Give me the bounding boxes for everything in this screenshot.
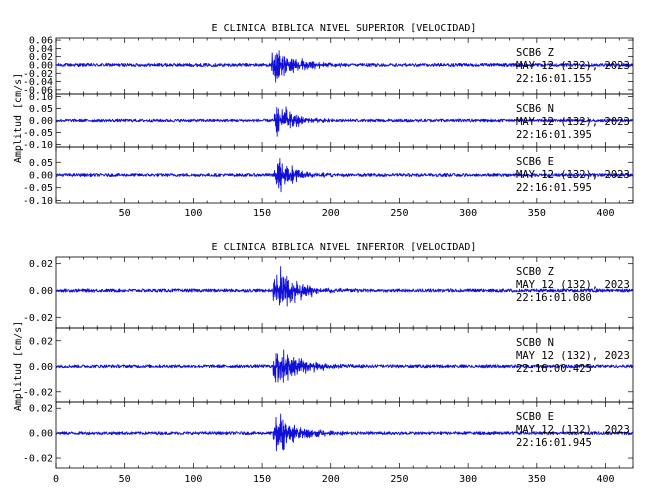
y-tick-label: -0.02 bbox=[23, 69, 53, 80]
station-component-label: SCB6 N bbox=[516, 103, 554, 115]
record-date-label: MAY 12 (132), 2023 bbox=[516, 60, 630, 72]
y-tick-label: 0.00 bbox=[29, 429, 53, 440]
record-date-label: MAY 12 (132), 2023 bbox=[516, 350, 630, 362]
waveform-line bbox=[55, 50, 634, 83]
x-tick-label: 250 bbox=[390, 474, 408, 485]
x-tick-label: 300 bbox=[459, 474, 477, 485]
record-time-label: 22:16:01.395 bbox=[516, 129, 592, 141]
y-tick-label: 0.02 bbox=[29, 404, 53, 415]
station-component-label: SCB0 Z bbox=[516, 266, 554, 278]
waveform-line bbox=[55, 413, 634, 452]
trace-SCB6-Z: 0.060.040.020.00-0.02-0.04-0.06 SCB6 ZMAY… bbox=[23, 36, 634, 96]
waveform-line bbox=[55, 157, 634, 193]
x-tick-label: 100 bbox=[184, 474, 202, 485]
y-tick-label: 0.05 bbox=[29, 104, 53, 115]
record-date-label: MAY 12 (132), 2023 bbox=[516, 169, 630, 181]
y-tick-label: -0.02 bbox=[23, 313, 53, 324]
y-tick-label: -0.10 bbox=[23, 140, 53, 151]
x-tick-label: 100 bbox=[184, 208, 202, 219]
y-tick-label: 0.04 bbox=[29, 44, 53, 55]
x-tick-label: 300 bbox=[459, 208, 477, 219]
y-tick-label: 0.02 bbox=[29, 52, 53, 63]
y-tick-label: -0.04 bbox=[23, 77, 53, 88]
y-tick-label: 0.00 bbox=[29, 286, 53, 297]
record-date-label: MAY 12 (132), 2023 bbox=[516, 279, 630, 291]
y-tick-label: -0.02 bbox=[23, 387, 53, 398]
record-time-label: 22:16:01.945 bbox=[516, 437, 592, 449]
y-tick-label: 0.00 bbox=[29, 171, 53, 182]
record-time-label: 22:16:00.425 bbox=[516, 363, 592, 375]
lower-panel-ylabel: Amplitud [cm/s] bbox=[13, 321, 24, 411]
station-component-label: SCB6 Z bbox=[516, 47, 554, 59]
x-tick-label: 50 bbox=[119, 208, 131, 219]
y-tick-label: 0.00 bbox=[29, 60, 53, 71]
record-date-label: MAY 12 (132), 2023 bbox=[516, 116, 630, 128]
y-tick-label: 0.02 bbox=[29, 336, 53, 347]
x-tick-label: 0 bbox=[53, 474, 59, 485]
x-tick-label: 200 bbox=[322, 208, 340, 219]
x-tick-label: 200 bbox=[322, 474, 340, 485]
station-component-label: SCB0 N bbox=[516, 337, 554, 349]
y-tick-label: 0.06 bbox=[29, 36, 53, 47]
record-date-label: MAY 12 (132), 2023 bbox=[516, 424, 630, 436]
x-tick-label: 400 bbox=[596, 208, 614, 219]
waveform-line bbox=[55, 349, 634, 383]
station-component-label: SCB0 E bbox=[516, 411, 554, 423]
x-tick-label: 150 bbox=[253, 208, 271, 219]
y-tick-label: -0.05 bbox=[23, 128, 53, 139]
x-tick-label: 150 bbox=[253, 474, 271, 485]
y-tick-label: 0.00 bbox=[29, 116, 53, 127]
waveform-line bbox=[55, 106, 634, 137]
y-tick-label: -0.06 bbox=[23, 85, 53, 96]
y-tick-label: 0.02 bbox=[29, 259, 53, 270]
lower-panel-title: E CLINICA BIBLICA NIVEL INFERIOR [VELOCI… bbox=[212, 242, 477, 253]
y-tick-label: 0.10 bbox=[29, 92, 53, 103]
y-tick-label: 0.05 bbox=[29, 158, 53, 169]
x-tick-label: 250 bbox=[390, 208, 408, 219]
record-time-label: 22:16:01.080 bbox=[516, 292, 592, 304]
record-time-label: 22:16:01.155 bbox=[516, 73, 592, 85]
waveform-line bbox=[55, 266, 634, 307]
station-component-label: SCB6 E bbox=[516, 156, 554, 168]
record-time-label: 22:16:01.595 bbox=[516, 182, 592, 194]
y-tick-label: 0.00 bbox=[29, 362, 53, 373]
y-tick-label: -0.02 bbox=[23, 454, 53, 465]
upper-panel-ylabel: Amplitud [cm/s] bbox=[13, 73, 24, 163]
x-tick-label: 400 bbox=[596, 474, 614, 485]
y-tick-label: -0.10 bbox=[23, 196, 53, 207]
x-tick-label: 350 bbox=[528, 474, 546, 485]
x-tick-label: 350 bbox=[528, 208, 546, 219]
y-tick-label: -0.05 bbox=[23, 183, 53, 194]
upper-panel-title: E CLINICA BIBLICA NIVEL SUPERIOR [VELOCI… bbox=[212, 23, 477, 34]
x-tick-label: 50 bbox=[119, 474, 131, 485]
